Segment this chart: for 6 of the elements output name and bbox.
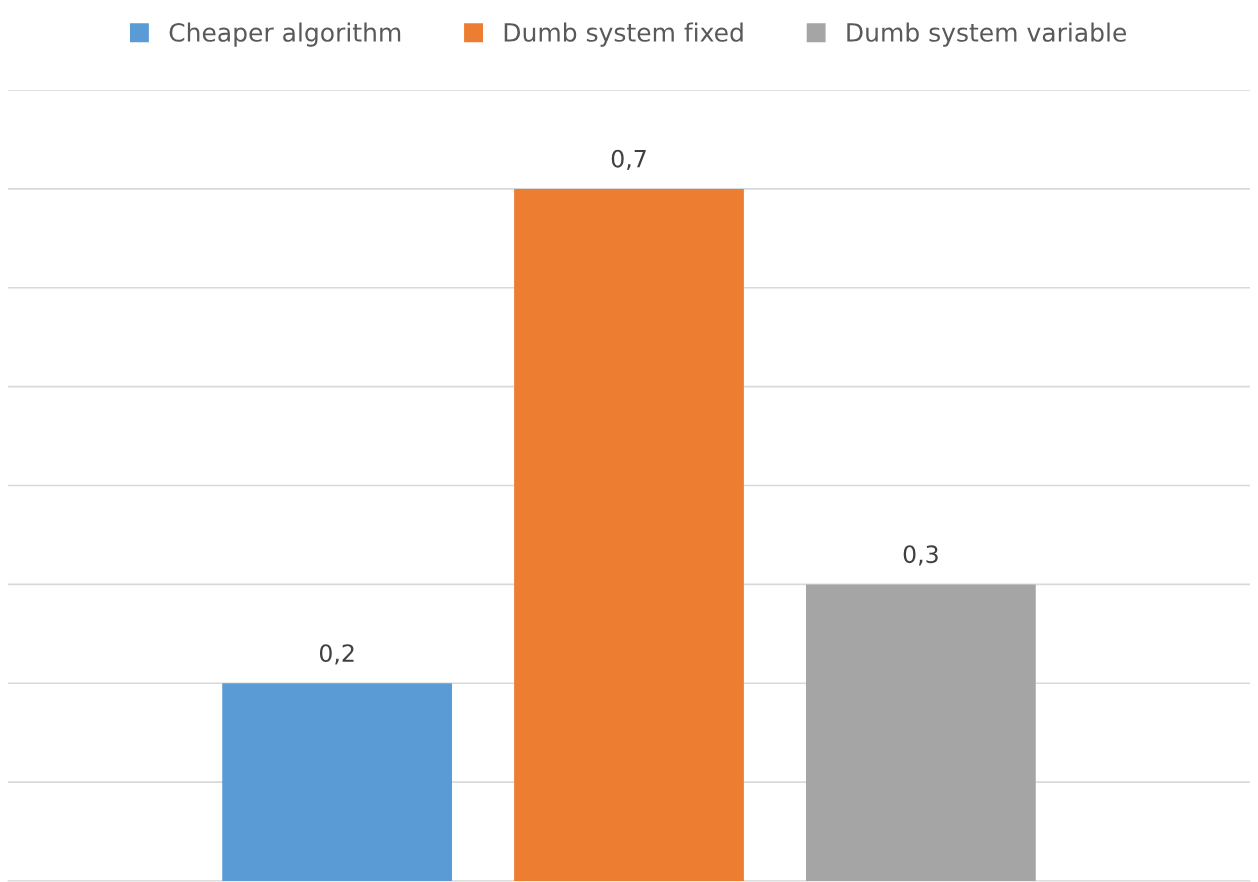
data-label: 0,3 [903,545,938,566]
data-label: 0,2 [319,644,354,665]
legend-label: Dumb system variable [847,22,1127,47]
legend-label: Cheaper algorithm [169,22,401,47]
data-label: 0,7 [611,149,646,171]
legend-label: Dumb system fixed [504,22,743,47]
